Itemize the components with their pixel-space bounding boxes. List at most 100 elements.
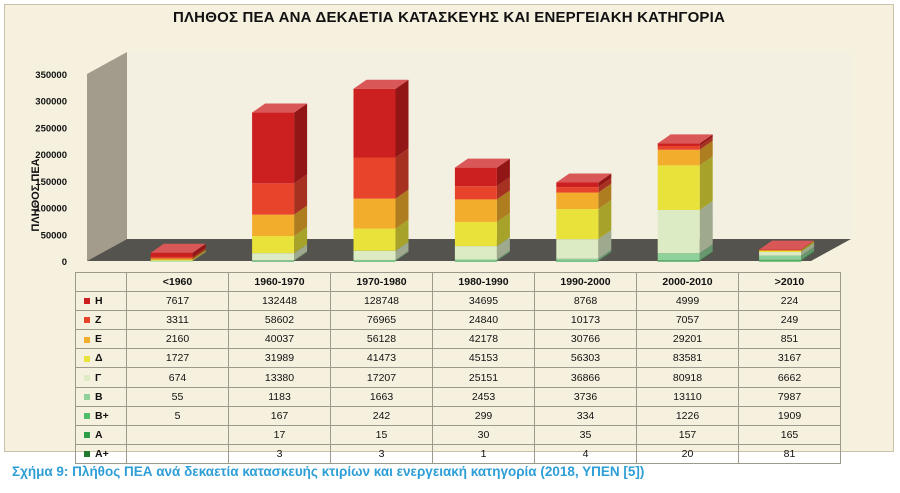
data-label: 1226 [636, 405, 739, 426]
data-label: 81 [738, 443, 841, 464]
bar-segment [252, 112, 295, 184]
chart-plot: 0 50000 100000 150000 200000 250000 300000 3500… [30, 52, 851, 268]
bar-segment [556, 239, 599, 259]
legend-entry: A [75, 424, 127, 445]
bar-side [598, 173, 612, 188]
bar-side [294, 244, 308, 261]
bar-side [294, 251, 308, 261]
bar-side [699, 140, 713, 166]
data-label: 1183 [228, 386, 331, 407]
data-label: 36866 [534, 367, 637, 388]
bar-side [801, 251, 815, 261]
data-label: 2160 [126, 329, 229, 350]
bar-top [759, 240, 815, 250]
bar-side [699, 244, 713, 261]
table-row: Γ 674 13380 17207 25151 36866 80918 6662 [75, 367, 841, 388]
bar-side [192, 249, 206, 260]
data-label: 41473 [330, 348, 433, 369]
bar-segment [150, 260, 193, 262]
bar-side [598, 251, 612, 261]
data-label: 165 [738, 424, 841, 445]
data-label: 10173 [534, 310, 637, 331]
bar-top [252, 103, 308, 113]
x-tick-label: 1990-2000 [534, 271, 637, 293]
data-label [126, 443, 229, 464]
side-wall [87, 52, 127, 261]
x-tick-label: 1980-1990 [432, 271, 535, 293]
data-label: 132448 [228, 291, 331, 312]
data-label: 7987 [738, 386, 841, 407]
data-label: 42178 [432, 329, 535, 350]
bar-segment [150, 258, 193, 260]
data-label: 6662 [738, 367, 841, 388]
bar-segment [252, 253, 295, 261]
table-body: H 7617 132448 128748 34695 8768 4999 224 Z 3311 58… [75, 291, 841, 464]
legend-entry: A+ [75, 443, 127, 464]
data-label: 8768 [534, 291, 637, 312]
bar-side [496, 251, 510, 261]
bar-segment [657, 143, 700, 146]
bar-side [496, 177, 510, 200]
bar-segment [759, 249, 802, 251]
data-label: 3 [330, 443, 433, 464]
y-tick-label: 200000 [35, 150, 67, 161]
bar-side [496, 251, 510, 261]
y-axis-label: ΠΛΗΘΟΣ ΠΕΑ [30, 158, 42, 231]
y-tick-label: 250000 [35, 123, 67, 134]
legend-entry: Δ [75, 348, 127, 369]
bar-side [699, 251, 713, 261]
legend-label: A+ [95, 447, 109, 460]
data-label: 1 [432, 443, 535, 464]
bar-side [395, 251, 409, 261]
y-tick-label: 0 [62, 257, 67, 268]
bar-segment [150, 259, 193, 261]
data-label: 242 [330, 405, 433, 426]
figure-caption: Σχήμα 9: Πλήθος ΠΕΑ ανά δεκαετία κατασκε… [12, 464, 645, 479]
legend-swatch [84, 336, 90, 343]
bar-top [454, 158, 510, 168]
data-label: 83581 [636, 348, 739, 369]
bar-segment [657, 149, 700, 166]
bar-side [294, 205, 308, 237]
bar-side [801, 240, 815, 250]
legend-label: A [95, 428, 103, 441]
bar-segment [353, 259, 396, 261]
bar-segment [353, 228, 396, 251]
bar-segment [454, 259, 497, 261]
legend-label: E [95, 333, 103, 346]
data-label: 31989 [228, 348, 331, 369]
bar-segment [353, 250, 396, 260]
x-tick-label: <1960 [126, 271, 229, 293]
bar-side [801, 241, 815, 253]
data-label: 3311 [126, 310, 229, 331]
bar-segment [454, 246, 497, 260]
bar-segment [353, 198, 396, 229]
chart-title: ΠΛΗΘΟΣ ΠΕΑ ΑΝΑ ΔΕΚΑΕΤΙΑ ΚΑΤΑΣΚΕΥΗΣ ΚΑΙ Ε… [172, 9, 726, 26]
bar-top [657, 134, 713, 144]
legend-entry: Z [75, 310, 127, 331]
legend-entry: B [75, 386, 127, 407]
table-header-row: <1960 1960-1970 1970-1980 1980-1990 1990-200… [75, 271, 841, 293]
bar-segment [252, 260, 295, 261]
bar-side [294, 251, 308, 261]
data-label: 1727 [126, 348, 229, 369]
legend-entry: Γ [75, 367, 127, 388]
legend-swatch [84, 317, 90, 324]
y-tick-label: 350000 [35, 70, 67, 81]
bar-side [801, 240, 815, 250]
bar-side [699, 251, 713, 261]
bar-segment [759, 252, 802, 256]
bar-side [496, 251, 510, 261]
bar-side [294, 227, 308, 254]
bar-segment [454, 167, 497, 187]
legend-swatch [84, 412, 90, 419]
bar-side [192, 251, 206, 261]
data-label: 24840 [432, 310, 535, 331]
legend-entry: E [75, 329, 127, 350]
bar-side [395, 241, 409, 260]
data-label: 55 [126, 386, 229, 407]
x-tick-label: 1960-1970 [228, 271, 331, 293]
data-label: 157 [636, 424, 739, 445]
data-label: 45153 [432, 348, 535, 369]
bar-side [496, 250, 510, 261]
